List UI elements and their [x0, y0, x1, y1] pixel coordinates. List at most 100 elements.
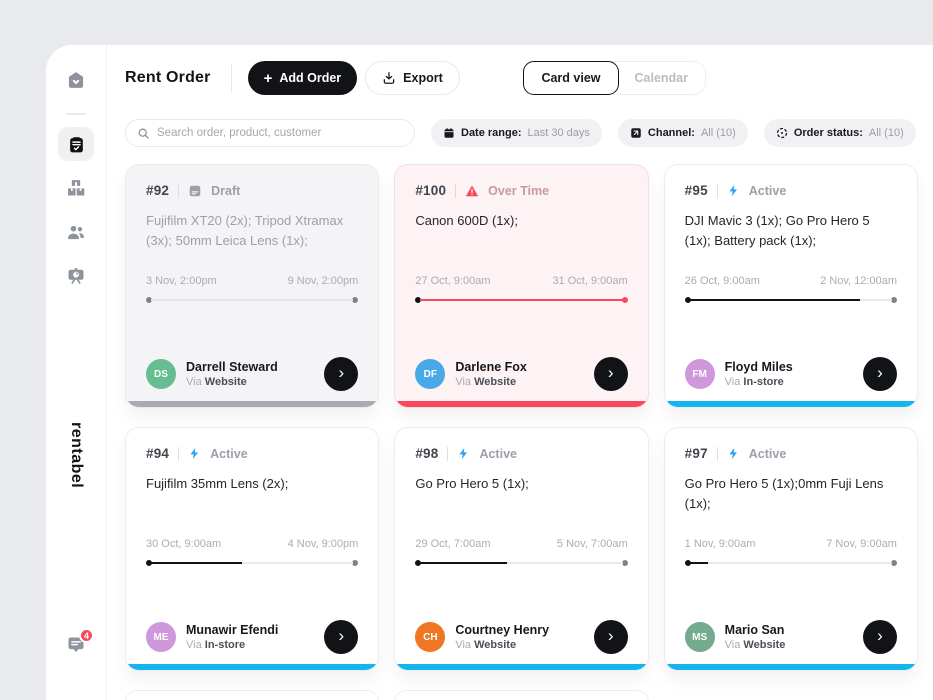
rental-dates: 3 Nov, 2:00pm 9 Nov, 2:00pm	[146, 275, 358, 287]
product-list: Go Pro Hero 5 (1x);	[415, 476, 529, 491]
product-list: Fujifilm XT20 (2x); Tripod Xtramax (3x);…	[146, 213, 344, 249]
filter-chip-channel[interactable]: Channel: All (10)	[617, 119, 748, 147]
filter-chip-date-range[interactable]: Date range: Last 30 days	[431, 119, 602, 147]
channel-icon	[630, 127, 642, 139]
timeline-start-dot	[146, 297, 152, 303]
product-list: Fujifilm 35mm Lens (2x);	[146, 476, 289, 491]
customer-name: Darrell Steward	[186, 360, 278, 374]
export-button[interactable]: Export	[365, 61, 460, 95]
rental-dates: 26 Oct, 9:00am 2 Nov, 12:00am	[685, 275, 897, 287]
avatar: CH	[415, 622, 446, 652]
search-input[interactable]	[157, 127, 403, 139]
timeline-start-dot	[415, 560, 422, 566]
timeline-progress	[689, 299, 860, 301]
customer-footer: DS Darrell Steward Via Website ›	[146, 357, 359, 391]
end-date: 5 Nov, 7:00am	[556, 538, 628, 550]
customers-icon	[66, 222, 86, 242]
reports-presentation-icon	[66, 266, 86, 286]
timeline-progress	[689, 562, 708, 564]
start-date: 29 Oct, 7:00am	[415, 538, 491, 550]
end-date: 31 Oct, 9:00am	[552, 275, 628, 287]
sidebar-item-customers[interactable]	[58, 215, 94, 249]
status-accent-bar	[395, 401, 648, 407]
order-id: #98	[415, 446, 439, 461]
order-card[interactable]: #95 Active DJI Mavic 3 (1x); Go Pro Hero…	[663, 164, 918, 408]
chevron-right-icon: ›	[877, 363, 883, 382]
sidebar-item-inventory[interactable]	[58, 171, 94, 205]
messages-badge: 4	[78, 628, 94, 643]
avatar: FM	[684, 359, 715, 389]
topbar-divider	[230, 64, 232, 92]
customer-channel: Via Website	[455, 376, 517, 388]
filter-bar: Date range: Last 30 days Channel: All (1…	[125, 119, 918, 147]
lightning-icon	[727, 447, 740, 460]
timeline-end-dot	[352, 297, 359, 303]
order-status: Active	[748, 446, 787, 461]
timeline-end-dot	[621, 560, 628, 566]
customer-channel: Via Website	[455, 639, 517, 651]
timeline-start-dot	[146, 560, 152, 566]
end-date: 2 Nov, 12:00am	[820, 275, 897, 287]
add-order-button[interactable]: + Add Order	[247, 61, 358, 95]
customer-footer: ME Munawir Efendi Via In-store ›	[146, 620, 359, 654]
timeline-end-dot	[890, 560, 897, 566]
toggle-card-view[interactable]: Card view	[523, 61, 619, 95]
order-id: #97	[684, 446, 708, 461]
end-date: 9 Nov, 2:00pm	[287, 275, 359, 287]
order-id: #100	[415, 183, 447, 198]
avatar: DS	[146, 359, 176, 389]
rental-dates: 27 Oct, 9:00am 31 Oct, 9:00am	[415, 275, 627, 287]
order-id: #95	[684, 183, 708, 198]
customer-footer: CH Courtney Henry Via Website ›	[415, 620, 628, 654]
open-order-button[interactable]: ›	[862, 357, 897, 391]
open-order-button[interactable]: ›	[593, 620, 628, 654]
customer-channel: Via In-store	[724, 376, 784, 388]
order-status: Active	[479, 446, 517, 461]
sidebar-divider	[66, 113, 86, 115]
home-icon	[66, 70, 86, 90]
order-card[interactable]: #97 Active Go Pro Hero 5 (1x);0mm Fuji L…	[663, 427, 918, 671]
calendar-icon	[443, 127, 455, 139]
main-content: Rent Order + Add Order Export Card view …	[107, 45, 933, 700]
start-date: 27 Oct, 9:00am	[415, 275, 491, 287]
open-order-button[interactable]: ›	[324, 357, 359, 391]
customer-footer: DF Darlene Fox Via Website ›	[415, 357, 628, 391]
rental-timeline	[684, 297, 897, 303]
topbar: Rent Order + Add Order Export Card view …	[125, 61, 918, 95]
order-status: Draft	[211, 183, 241, 198]
open-order-button[interactable]: ›	[862, 620, 897, 654]
rental-timeline	[684, 560, 897, 566]
sidebar-item-home[interactable]	[58, 63, 94, 97]
sidebar-item-rent-orders[interactable]	[58, 127, 94, 161]
chat-icon: 4	[66, 628, 94, 655]
order-card[interactable]: #98 Active Go Pro Hero 5 (1x); 29 Oct, 7…	[394, 427, 649, 671]
start-date: 30 Oct, 9:00am	[146, 538, 222, 550]
timeline-progress	[151, 562, 243, 564]
order-status: Active	[748, 183, 787, 198]
open-order-button[interactable]: ›	[593, 357, 628, 391]
order-card[interactable]: #92 Draft Fujifilm XT20 (2x); Tripod Xtr…	[125, 164, 380, 408]
customer-footer: FM Floyd Miles Via In-store ›	[684, 357, 897, 391]
toggle-calendar[interactable]: Calendar	[634, 71, 689, 85]
chevron-right-icon: ›	[338, 626, 345, 645]
order-status: Active	[210, 446, 248, 461]
filter-chip-order-status[interactable]: Order status: All (10)	[763, 119, 916, 147]
sidebar-item-reports[interactable]	[58, 259, 94, 293]
search-box[interactable]	[125, 119, 415, 147]
rental-timeline	[146, 560, 359, 566]
app-panel: rentabel 4 Rent Order + Add Order Export	[46, 45, 933, 700]
timeline-start-dot	[684, 297, 691, 303]
rental-dates: 29 Oct, 7:00am 5 Nov, 7:00am	[415, 538, 627, 550]
end-date: 7 Nov, 9:00am	[826, 538, 897, 550]
order-card[interactable]: #100 Over Time Canon 600D (1x); 27 Oct, …	[394, 164, 649, 408]
order-id: #94	[146, 446, 170, 461]
start-date: 26 Oct, 9:00am	[684, 275, 760, 287]
customer-footer: MS Mario San Via Website ›	[684, 620, 897, 654]
order-card[interactable]: #94 Active Fujifilm 35mm Lens (2x); 30 O…	[125, 427, 380, 671]
open-order-button[interactable]: ›	[324, 620, 359, 654]
status-accent-bar	[395, 664, 648, 670]
sidebar-item-messages[interactable]: 4	[58, 628, 94, 662]
chevron-right-icon: ›	[877, 626, 883, 645]
customer-name: Floyd Miles	[724, 360, 793, 374]
status-accent-bar	[126, 401, 379, 407]
